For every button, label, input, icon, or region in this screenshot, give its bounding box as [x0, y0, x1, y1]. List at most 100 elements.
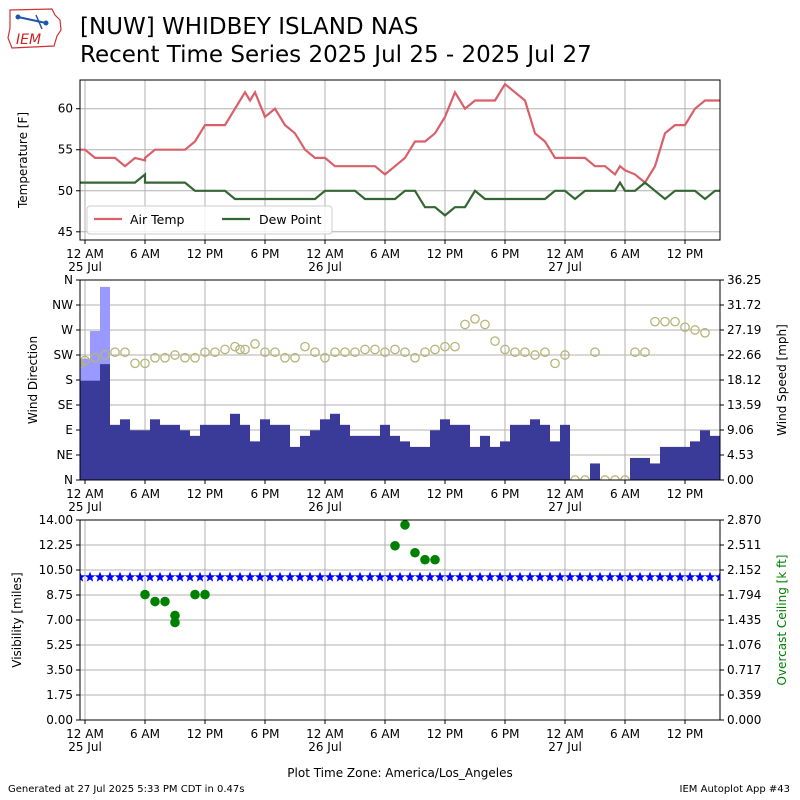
visibility-marker — [394, 571, 406, 582]
wind-direction-point — [210, 347, 220, 358]
wind-speed-bar — [700, 430, 710, 480]
visibility-marker — [664, 571, 676, 582]
temp-tick-date-x: 27 Jul — [548, 260, 582, 274]
visibility-marker — [204, 571, 216, 582]
wind-speed-bar — [160, 424, 170, 480]
vis-tick-label: 10.50 — [39, 563, 73, 577]
wind-speed-tick-label: 31.72 — [727, 298, 761, 312]
wind-speed-bar — [80, 380, 90, 480]
visibility-axis-label: Visibility [miles] — [10, 572, 24, 667]
wind-direction-point — [280, 352, 290, 363]
wind-speed-bar — [240, 424, 250, 480]
visibility-marker — [164, 571, 176, 582]
wind-direction-point — [200, 347, 210, 358]
wind-frame — [79, 279, 721, 481]
vis-tick-label-x: 6 PM — [250, 727, 279, 741]
wind-direction-point — [540, 347, 550, 358]
wind-direction-point — [160, 352, 170, 363]
wind-direction-point — [650, 316, 660, 327]
visibility-marker — [504, 571, 516, 582]
wind-direction-point — [490, 336, 500, 346]
wind-direction-point — [410, 352, 420, 363]
wind-speed-bar — [390, 435, 400, 480]
visibility-marker — [84, 571, 96, 582]
ceiling-tick-label: 0.359 — [727, 688, 761, 702]
wind-speed-bar — [220, 424, 230, 480]
vis-tick-label-x: 12 AM — [546, 727, 584, 741]
visibility-marker — [104, 571, 116, 582]
wind-speed-bar — [370, 435, 380, 480]
wind-speed-bar — [170, 424, 180, 480]
wind-speed-bar — [340, 424, 350, 480]
wind-direction-point — [660, 316, 670, 327]
temp-tick-label-x: 12 AM — [66, 247, 104, 261]
temp-tick-label-y: 45 — [58, 225, 73, 239]
wind-speed-tick-label: 27.19 — [727, 323, 761, 337]
visibility-marker — [174, 571, 186, 582]
wind-direction-point — [680, 322, 690, 333]
ceiling-marker — [400, 520, 410, 530]
vis-tick-label: 1.75 — [46, 688, 73, 702]
visibility-marker — [714, 571, 720, 582]
visibility-marker — [544, 571, 556, 582]
temp-tick-label-x: 6 AM — [370, 247, 400, 261]
temp-tick-label-x: 6 PM — [250, 247, 279, 261]
wind-speed-bar — [190, 435, 200, 480]
wind-direction-point — [560, 350, 570, 360]
wind-tick-label-x: 12 AM — [66, 487, 104, 501]
wind-speed-bar — [480, 435, 490, 480]
wind-speed-bar — [210, 424, 220, 480]
visibility-marker — [224, 571, 236, 582]
visibility-marker — [194, 571, 206, 582]
visibility-marker — [374, 571, 386, 582]
visibility-marker — [424, 571, 436, 582]
ceiling-marker — [390, 540, 400, 551]
wind-speed-tick-label: 9.06 — [727, 423, 754, 437]
temp-tick-label-x: 6 AM — [610, 247, 640, 261]
wind-speed-bar — [360, 435, 370, 480]
wind-speed-tick-label: 22.66 — [727, 348, 761, 362]
visibility-marker — [674, 571, 686, 582]
vis-tick-date-x: 25 Jul — [68, 740, 102, 754]
ceiling-tick-label: 2.870 — [727, 513, 761, 527]
vis-tick-label-x: 12 PM — [667, 727, 704, 741]
visibility-marker — [474, 571, 486, 582]
wind-direction-point — [80, 355, 90, 366]
wind-direction-point — [400, 347, 410, 358]
temp-tick-label-y: 55 — [58, 143, 73, 157]
visibility-marker — [584, 571, 596, 582]
wind-speed-bar — [150, 419, 160, 480]
visibility-marker — [94, 571, 106, 582]
ceiling-marker — [140, 589, 150, 600]
wind-direction-point — [310, 347, 320, 358]
visibility-marker — [524, 571, 536, 582]
wind-direction-point — [320, 352, 330, 363]
wind-direction-point — [390, 344, 400, 355]
wind-direction-point — [130, 358, 140, 369]
visibility-marker — [454, 571, 466, 582]
wind-speed-bar — [490, 446, 500, 480]
legend-air-temp-label: Air Temp — [130, 212, 185, 227]
wind-speed-bar — [330, 413, 340, 480]
wind-direction-point — [430, 344, 440, 355]
x-axis-label: Plot Time Zone: America/Los_Angeles — [287, 766, 512, 780]
vis-tick-label-x: 12 PM — [427, 727, 464, 741]
wind-speed-bar — [280, 424, 290, 480]
wind-speed-bar — [560, 424, 570, 480]
wind-tick-date-x: 25 Jul — [68, 500, 102, 514]
temp-frame — [79, 79, 721, 241]
wind-speed-bar — [310, 430, 320, 480]
wind-speed-bar — [380, 424, 390, 480]
wind-speed-bar — [130, 430, 140, 480]
ceiling-marker — [190, 589, 200, 600]
wind-speed-bar — [300, 435, 310, 480]
wind-tick-label-x: 12 PM — [667, 487, 704, 501]
wind-speed-bar — [590, 463, 600, 480]
vis-tick-label-x: 6 AM — [130, 727, 160, 741]
ceiling-axis-label: Overcast Ceiling [k ft] — [775, 555, 789, 686]
visibility-marker — [134, 571, 146, 582]
temp-tick-label-x: 12 PM — [667, 247, 704, 261]
vis-tick-label-x: 12 PM — [187, 727, 224, 741]
wind-speed-bar — [670, 446, 680, 480]
visibility-marker — [80, 571, 86, 582]
